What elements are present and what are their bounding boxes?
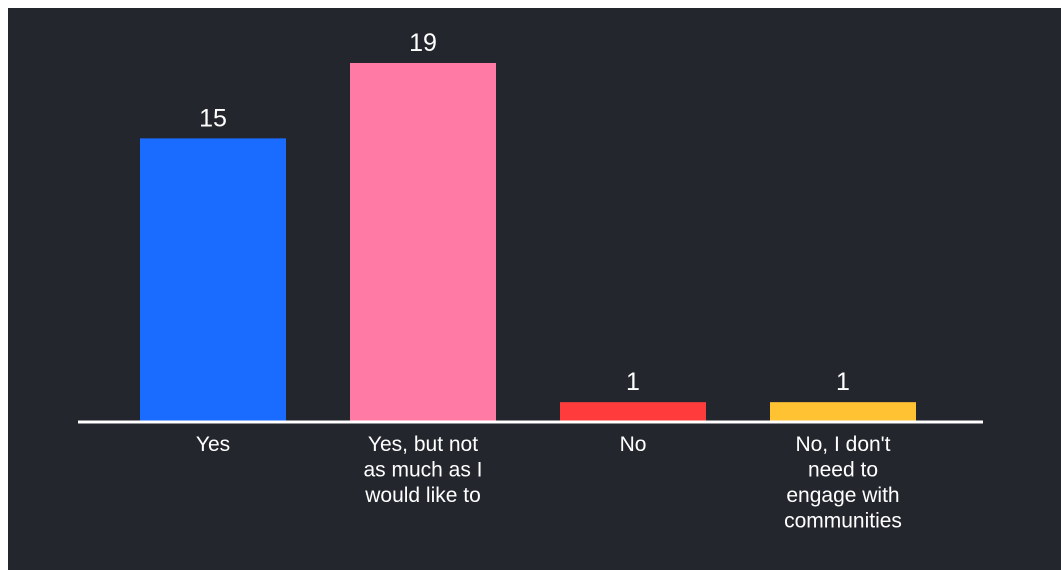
bar-3 <box>770 402 916 421</box>
value-label-0: 15 <box>199 104 227 132</box>
bar-1 <box>350 63 496 421</box>
bar-0 <box>140 138 286 421</box>
category-label-3: No, I don't need to engage with communities <box>784 433 902 533</box>
bar-2 <box>560 402 706 421</box>
value-labels-group: 15 19 1 1 <box>199 29 850 396</box>
category-label-2: No <box>620 433 647 456</box>
category-label-0: Yes <box>196 433 230 456</box>
value-label-3: 1 <box>836 368 850 396</box>
bars-group <box>140 63 916 421</box>
value-label-2: 1 <box>626 368 640 396</box>
value-label-1: 19 <box>409 29 437 57</box>
